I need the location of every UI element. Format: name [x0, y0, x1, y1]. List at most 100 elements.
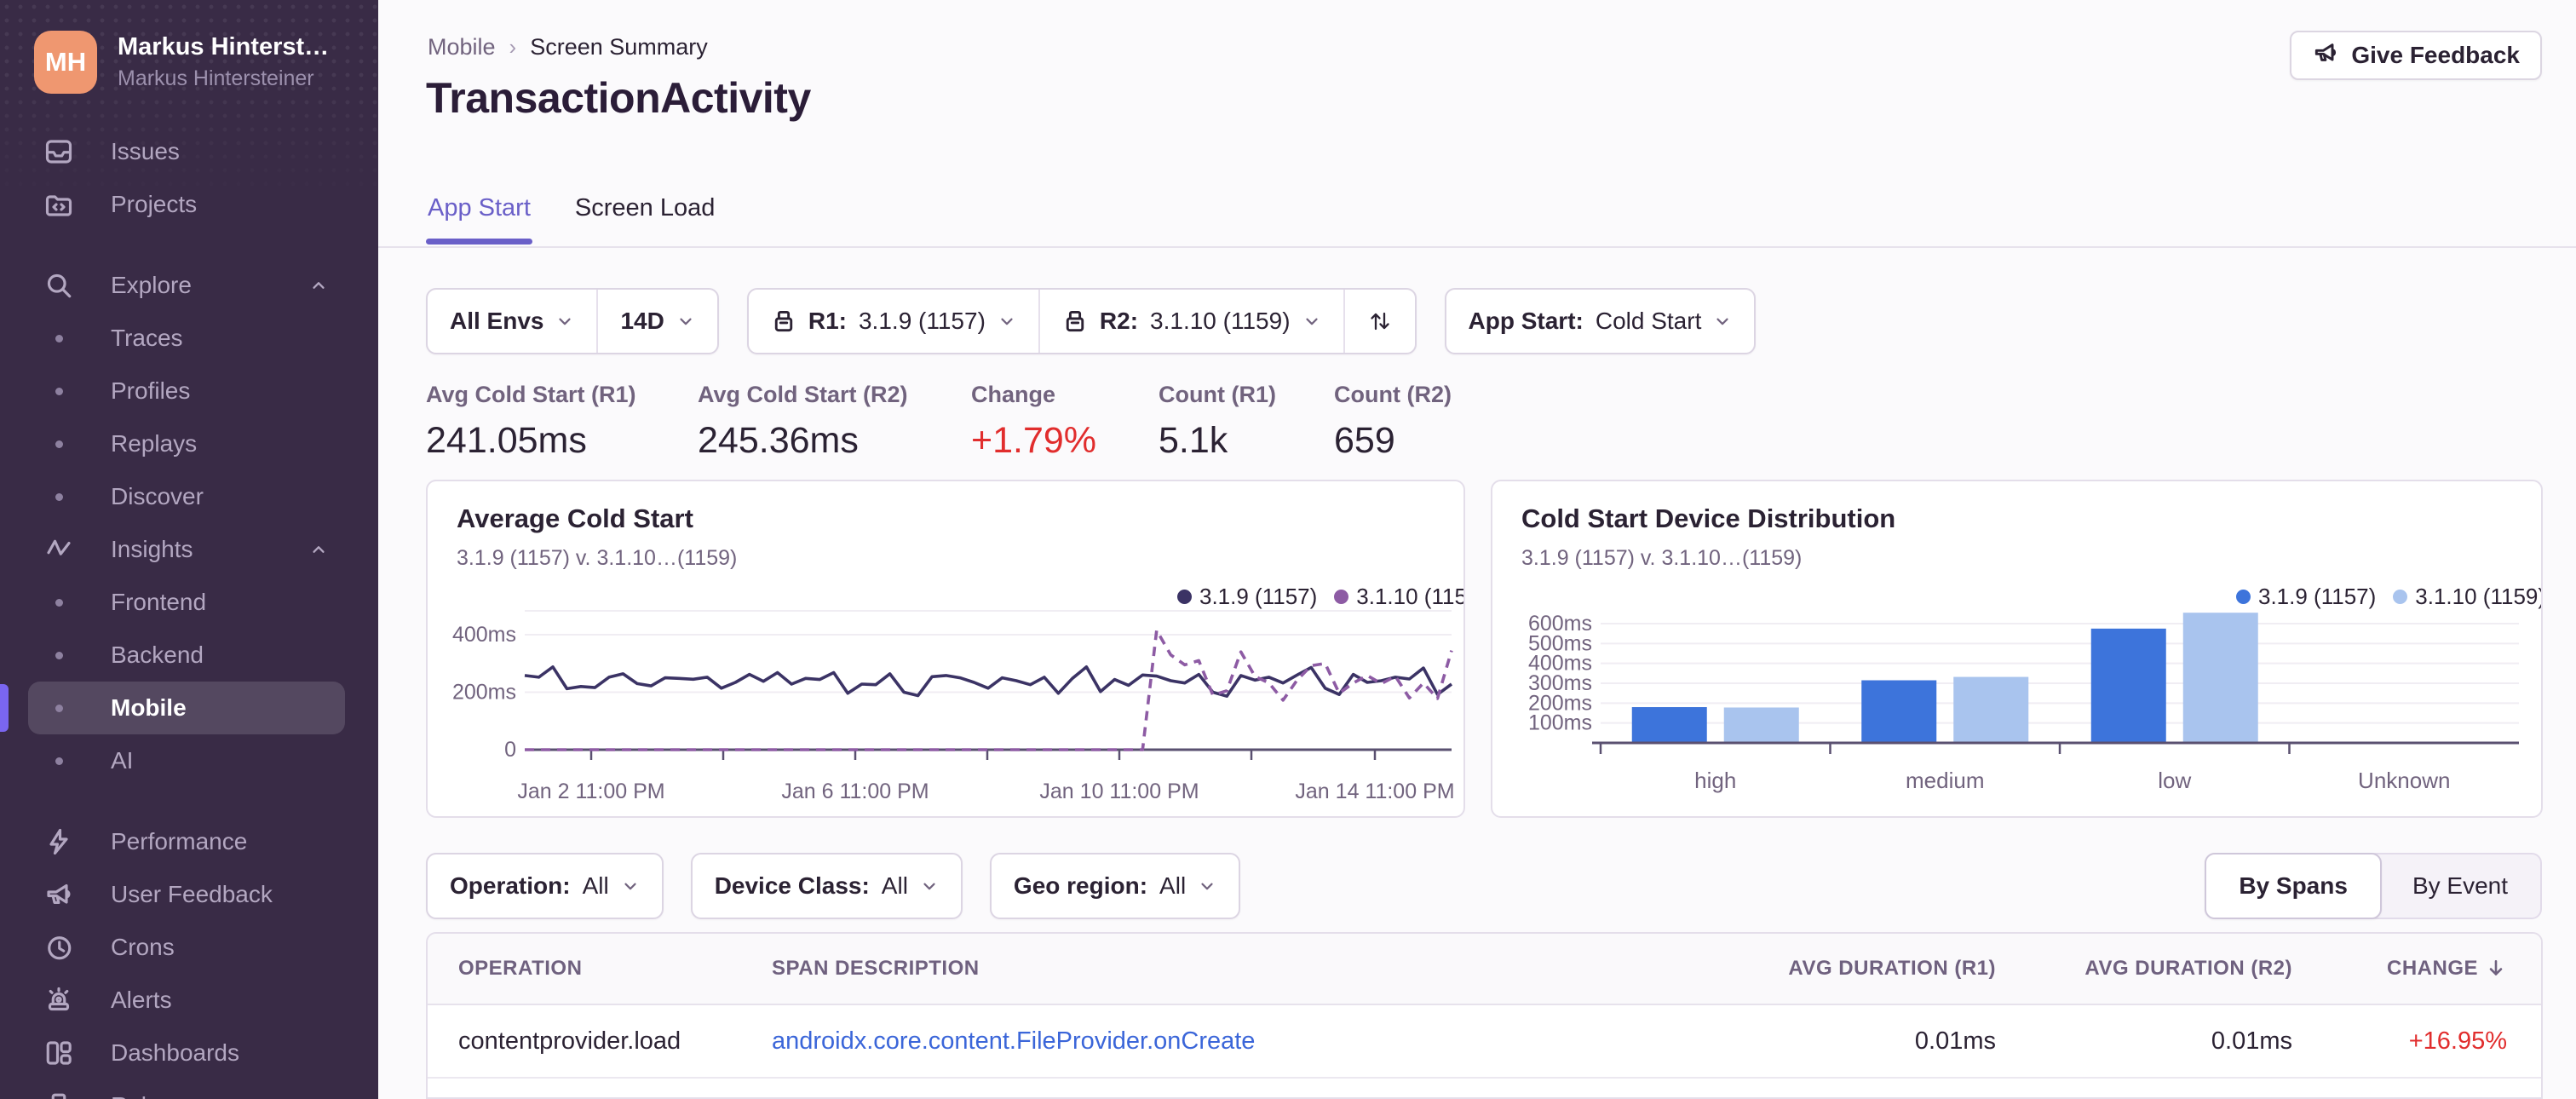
breadcrumb-screen-summary: Screen Summary — [530, 34, 708, 60]
sidebar-item-label: Releases — [111, 1092, 210, 1099]
sidebar-item-label: Explore — [111, 272, 192, 298]
sidebar-item-label: Mobile — [111, 694, 187, 721]
sidebar-item-backend[interactable]: Backend — [28, 629, 345, 682]
sidebar-item-releases[interactable]: Releases — [28, 1079, 345, 1099]
dashboards-icon — [43, 1038, 75, 1068]
col-avg-duration-r1[interactable]: AVG DURATION (R1) — [1788, 957, 1996, 980]
sidebar-item-label: Profiles — [111, 377, 191, 404]
sidebar-item-issues[interactable]: Issues — [28, 125, 345, 178]
chevron-down-icon — [621, 877, 640, 895]
env-daterange-group: All Envs 14D — [426, 288, 719, 354]
sidebar-item-frontend[interactable]: Frontend — [28, 576, 345, 629]
sidebar-item-traces[interactable]: Traces — [28, 312, 345, 365]
legend-entry-r1[interactable]: 3.1.9 (1157) — [1177, 584, 1317, 610]
cell-span-description-link[interactable]: androidx.core.content.FileProvider.onCre… — [772, 1027, 1256, 1055]
sidebar-item-ai[interactable]: AI — [28, 734, 345, 787]
cell-operation: contentprovider.load — [458, 1027, 681, 1055]
bullet-icon — [43, 334, 75, 342]
tabs-divider — [378, 246, 2576, 248]
sort-desc-icon — [2485, 958, 2507, 980]
sidebar-item-alerts[interactable]: Alerts — [28, 974, 345, 1027]
bullet-icon — [43, 440, 75, 448]
stat-avg-cold-start-r2: Avg Cold Start (R2) 245.36ms — [698, 382, 908, 461]
chart-subtitle: 3.1.9 (1157) v. 3.1.10…(1159) — [457, 546, 738, 570]
stat-count-r1: Count (R1) 5.1k — [1159, 382, 1276, 461]
sidebar-item-label: Dashboards — [111, 1039, 239, 1066]
sidebar-item-performance[interactable]: Performance — [28, 815, 345, 868]
breadcrumb-mobile[interactable]: Mobile — [428, 34, 496, 60]
sidebar-item-mobile[interactable]: Mobile — [0, 682, 345, 734]
page-title: TransactionActivity — [426, 74, 811, 122]
svg-text:Jan 14 11:00 PM: Jan 14 11:00 PM — [1295, 780, 1454, 803]
bullet-icon — [43, 598, 75, 607]
legend-dot — [2393, 590, 2408, 604]
by-spans-toggle[interactable]: By Spans — [2205, 853, 2382, 919]
view-toggle: By Spans By Event — [2205, 853, 2542, 919]
geo-region-filter-button[interactable]: Geo region: All — [989, 853, 1241, 919]
release-box-icon — [771, 308, 796, 334]
performance-icon — [43, 826, 75, 857]
sidebar-item-profiles[interactable]: Profiles — [28, 365, 345, 417]
user-name: Markus Hinterst… — [118, 33, 330, 60]
cell-change: +16.95% — [2408, 1027, 2507, 1055]
sidebar-item-discover[interactable]: Discover — [28, 470, 345, 523]
avatar: MH — [34, 31, 97, 94]
chevron-up-icon — [308, 274, 330, 296]
device-class-filter-button[interactable]: Device Class: All — [690, 853, 963, 919]
svg-text:200ms: 200ms — [452, 681, 516, 705]
svg-text:high: high — [1694, 768, 1736, 793]
sidebar-item-projects[interactable]: Projects — [28, 178, 345, 231]
sidebar-item-dashboards[interactable]: Dashboards — [28, 1027, 345, 1079]
sidebar-item-crons[interactable]: Crons — [28, 921, 345, 974]
release-r2-button[interactable]: R2: 3.1.10 (1159) — [1038, 290, 1343, 353]
sidebar-item-label: Backend — [111, 642, 204, 668]
svg-text:100ms: 100ms — [1528, 711, 1592, 735]
sidebar-item-explore[interactable]: Explore — [28, 259, 345, 312]
svg-text:400ms: 400ms — [1528, 652, 1592, 676]
operation-filter-button[interactable]: Operation: All — [426, 853, 664, 919]
tab-screen-load[interactable]: Screen Load — [574, 194, 716, 222]
chevron-up-icon — [308, 538, 330, 561]
col-span-description[interactable]: SPAN DESCRIPTION — [772, 957, 980, 980]
sidebar-item-user-feedback[interactable]: User Feedback — [28, 868, 345, 921]
sidebar-item-label: User Feedback — [111, 881, 273, 907]
by-event-toggle[interactable]: By Event — [2412, 872, 2508, 899]
legend-entry-r1[interactable]: 3.1.9 (1157) — [2236, 584, 2376, 610]
swap-releases-button[interactable] — [1343, 290, 1415, 353]
filter-bar: All Envs 14D R1: 3.1.9 (1157) R2: 3.1.10… — [426, 288, 1757, 354]
tab-app-start[interactable]: App Start — [426, 194, 532, 245]
chevron-down-icon — [1198, 877, 1216, 895]
sidebar-item-label: Discover — [111, 483, 204, 509]
cell-avg-r1: 0.01ms — [1914, 1027, 1996, 1055]
table-row[interactable]: contentprovider.load androidx.core.conte… — [428, 1005, 2541, 1079]
col-change[interactable]: CHANGE — [2387, 957, 2507, 981]
give-feedback-button[interactable]: Give Feedback — [2290, 31, 2542, 80]
sidebar-item-label: Projects — [111, 191, 198, 217]
svg-text:Unknown: Unknown — [2358, 768, 2450, 793]
sidebar-item-label: Frontend — [111, 589, 207, 615]
svg-text:0: 0 — [504, 738, 516, 762]
search-icon — [43, 270, 75, 301]
sidebar-item-insights[interactable]: Insights — [28, 523, 345, 576]
crons-icon — [43, 932, 75, 963]
sidebar-nav: Issues Projects Explore Traces Profiles Repla… — [0, 125, 378, 1099]
spans-table: OPERATION SPAN DESCRIPTION AVG DURATION … — [426, 932, 2543, 1099]
user-org: Markus Hintersteiner — [118, 66, 314, 90]
chart-title: Cold Start Device Distribution — [1521, 503, 1896, 533]
col-operation[interactable]: OPERATION — [458, 957, 583, 980]
sidebar-item-replays[interactable]: Replays — [28, 417, 345, 470]
org-switcher[interactable]: MH Markus Hinterst… Markus Hintersteiner — [0, 0, 378, 94]
chart-title: Average Cold Start — [457, 503, 693, 533]
chart-legend: 3.1.9 (1157) 3.1.10 (1159) — [2236, 584, 2541, 610]
sidebar-item-label: Replays — [111, 430, 198, 457]
stat-avg-cold-start-r1: Avg Cold Start (R1) 241.05ms — [426, 382, 636, 461]
chevron-down-icon — [920, 877, 939, 895]
sidebar-item-label: Crons — [111, 934, 175, 960]
release-r1-button[interactable]: R1: 3.1.9 (1157) — [749, 290, 1038, 353]
app-start-type-button[interactable]: App Start: Cold Start — [1446, 290, 1755, 353]
env-filter-button[interactable]: All Envs — [428, 290, 596, 353]
legend-entry-r2[interactable]: 3.1.10 (1159) — [2393, 584, 2541, 610]
legend-entry-r2[interactable]: 3.1.10 (1159) — [1334, 584, 1463, 610]
col-avg-duration-r2[interactable]: AVG DURATION (R2) — [2084, 957, 2292, 980]
date-range-button[interactable]: 14D — [596, 290, 716, 353]
